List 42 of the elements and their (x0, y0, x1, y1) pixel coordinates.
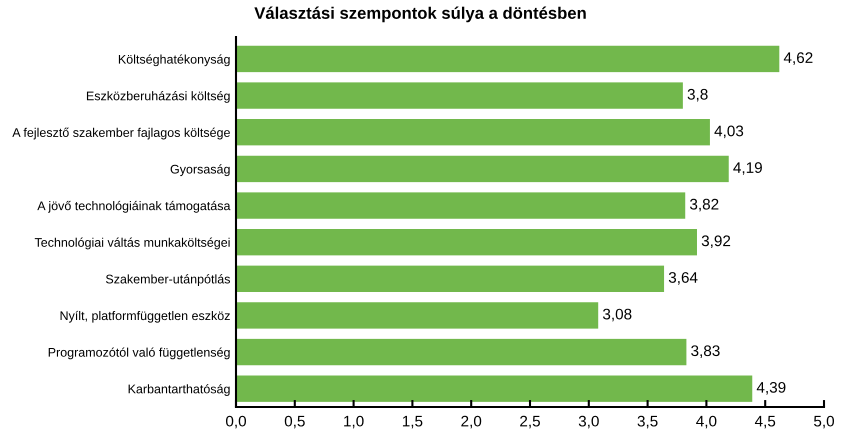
y-tick-label: Technológiai váltás munkaköltségei (34, 238, 230, 250)
x-tick-label: 4,5 (754, 416, 776, 428)
bar (236, 46, 780, 72)
x-tick-label: 1,0 (344, 416, 364, 428)
bar (236, 82, 683, 109)
x-tick-label: 2,0 (461, 416, 482, 428)
data-label: 3,8 (688, 88, 708, 102)
y-tick-label: A fejlesztő szakember fajlagos költsége (12, 128, 230, 140)
chart-title: Választási szempontok súlya a döntésben (254, 6, 586, 22)
bar (236, 228, 697, 256)
bar (236, 338, 686, 366)
x-tick-label: 3,0 (578, 416, 599, 428)
bar (236, 119, 710, 146)
bar (236, 192, 686, 219)
bar (236, 156, 729, 182)
data-label: 4,39 (756, 382, 786, 395)
data-label: 4,19 (733, 162, 762, 175)
x-tick-label: 1,5 (402, 416, 422, 428)
bar (236, 266, 664, 292)
x-tick-label: 5,0 (814, 416, 834, 428)
y-tick-label: Programozótól való függetlenség (48, 347, 230, 360)
data-label: 3,92 (702, 235, 730, 248)
bar (236, 302, 598, 329)
x-tick-label: 0,5 (284, 416, 305, 428)
x-tick-label: 4,0 (696, 416, 716, 428)
data-label: 4,62 (784, 52, 812, 65)
x-tick-label: 0,0 (226, 416, 246, 428)
y-tick-label: Költséghatékonyság (118, 54, 230, 66)
bar (236, 375, 752, 402)
data-label: 4,03 (714, 126, 744, 138)
data-label: 3,64 (668, 272, 698, 285)
data-label: 3,82 (690, 198, 718, 212)
x-tick-label: 3,5 (638, 416, 658, 428)
data-label: 3,08 (602, 308, 632, 322)
y-tick-label: Szakember-utánpótlás (106, 274, 230, 286)
y-tick-label: Karbantarthatóság (128, 384, 230, 396)
y-tick-label: Eszközberuházási költség (86, 91, 230, 103)
y-tick-label: Nyílt, platformfüggetlen eszköz (60, 310, 230, 323)
y-tick-label: Gyorsaság (170, 164, 230, 176)
y-tick-label: A jövő technológiáinak támogatása (37, 200, 230, 213)
x-tick-label: 2,5 (520, 416, 540, 428)
data-label: 3,83 (691, 345, 720, 358)
